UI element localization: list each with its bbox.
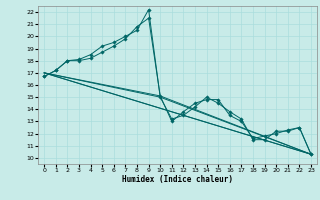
X-axis label: Humidex (Indice chaleur): Humidex (Indice chaleur) bbox=[122, 175, 233, 184]
